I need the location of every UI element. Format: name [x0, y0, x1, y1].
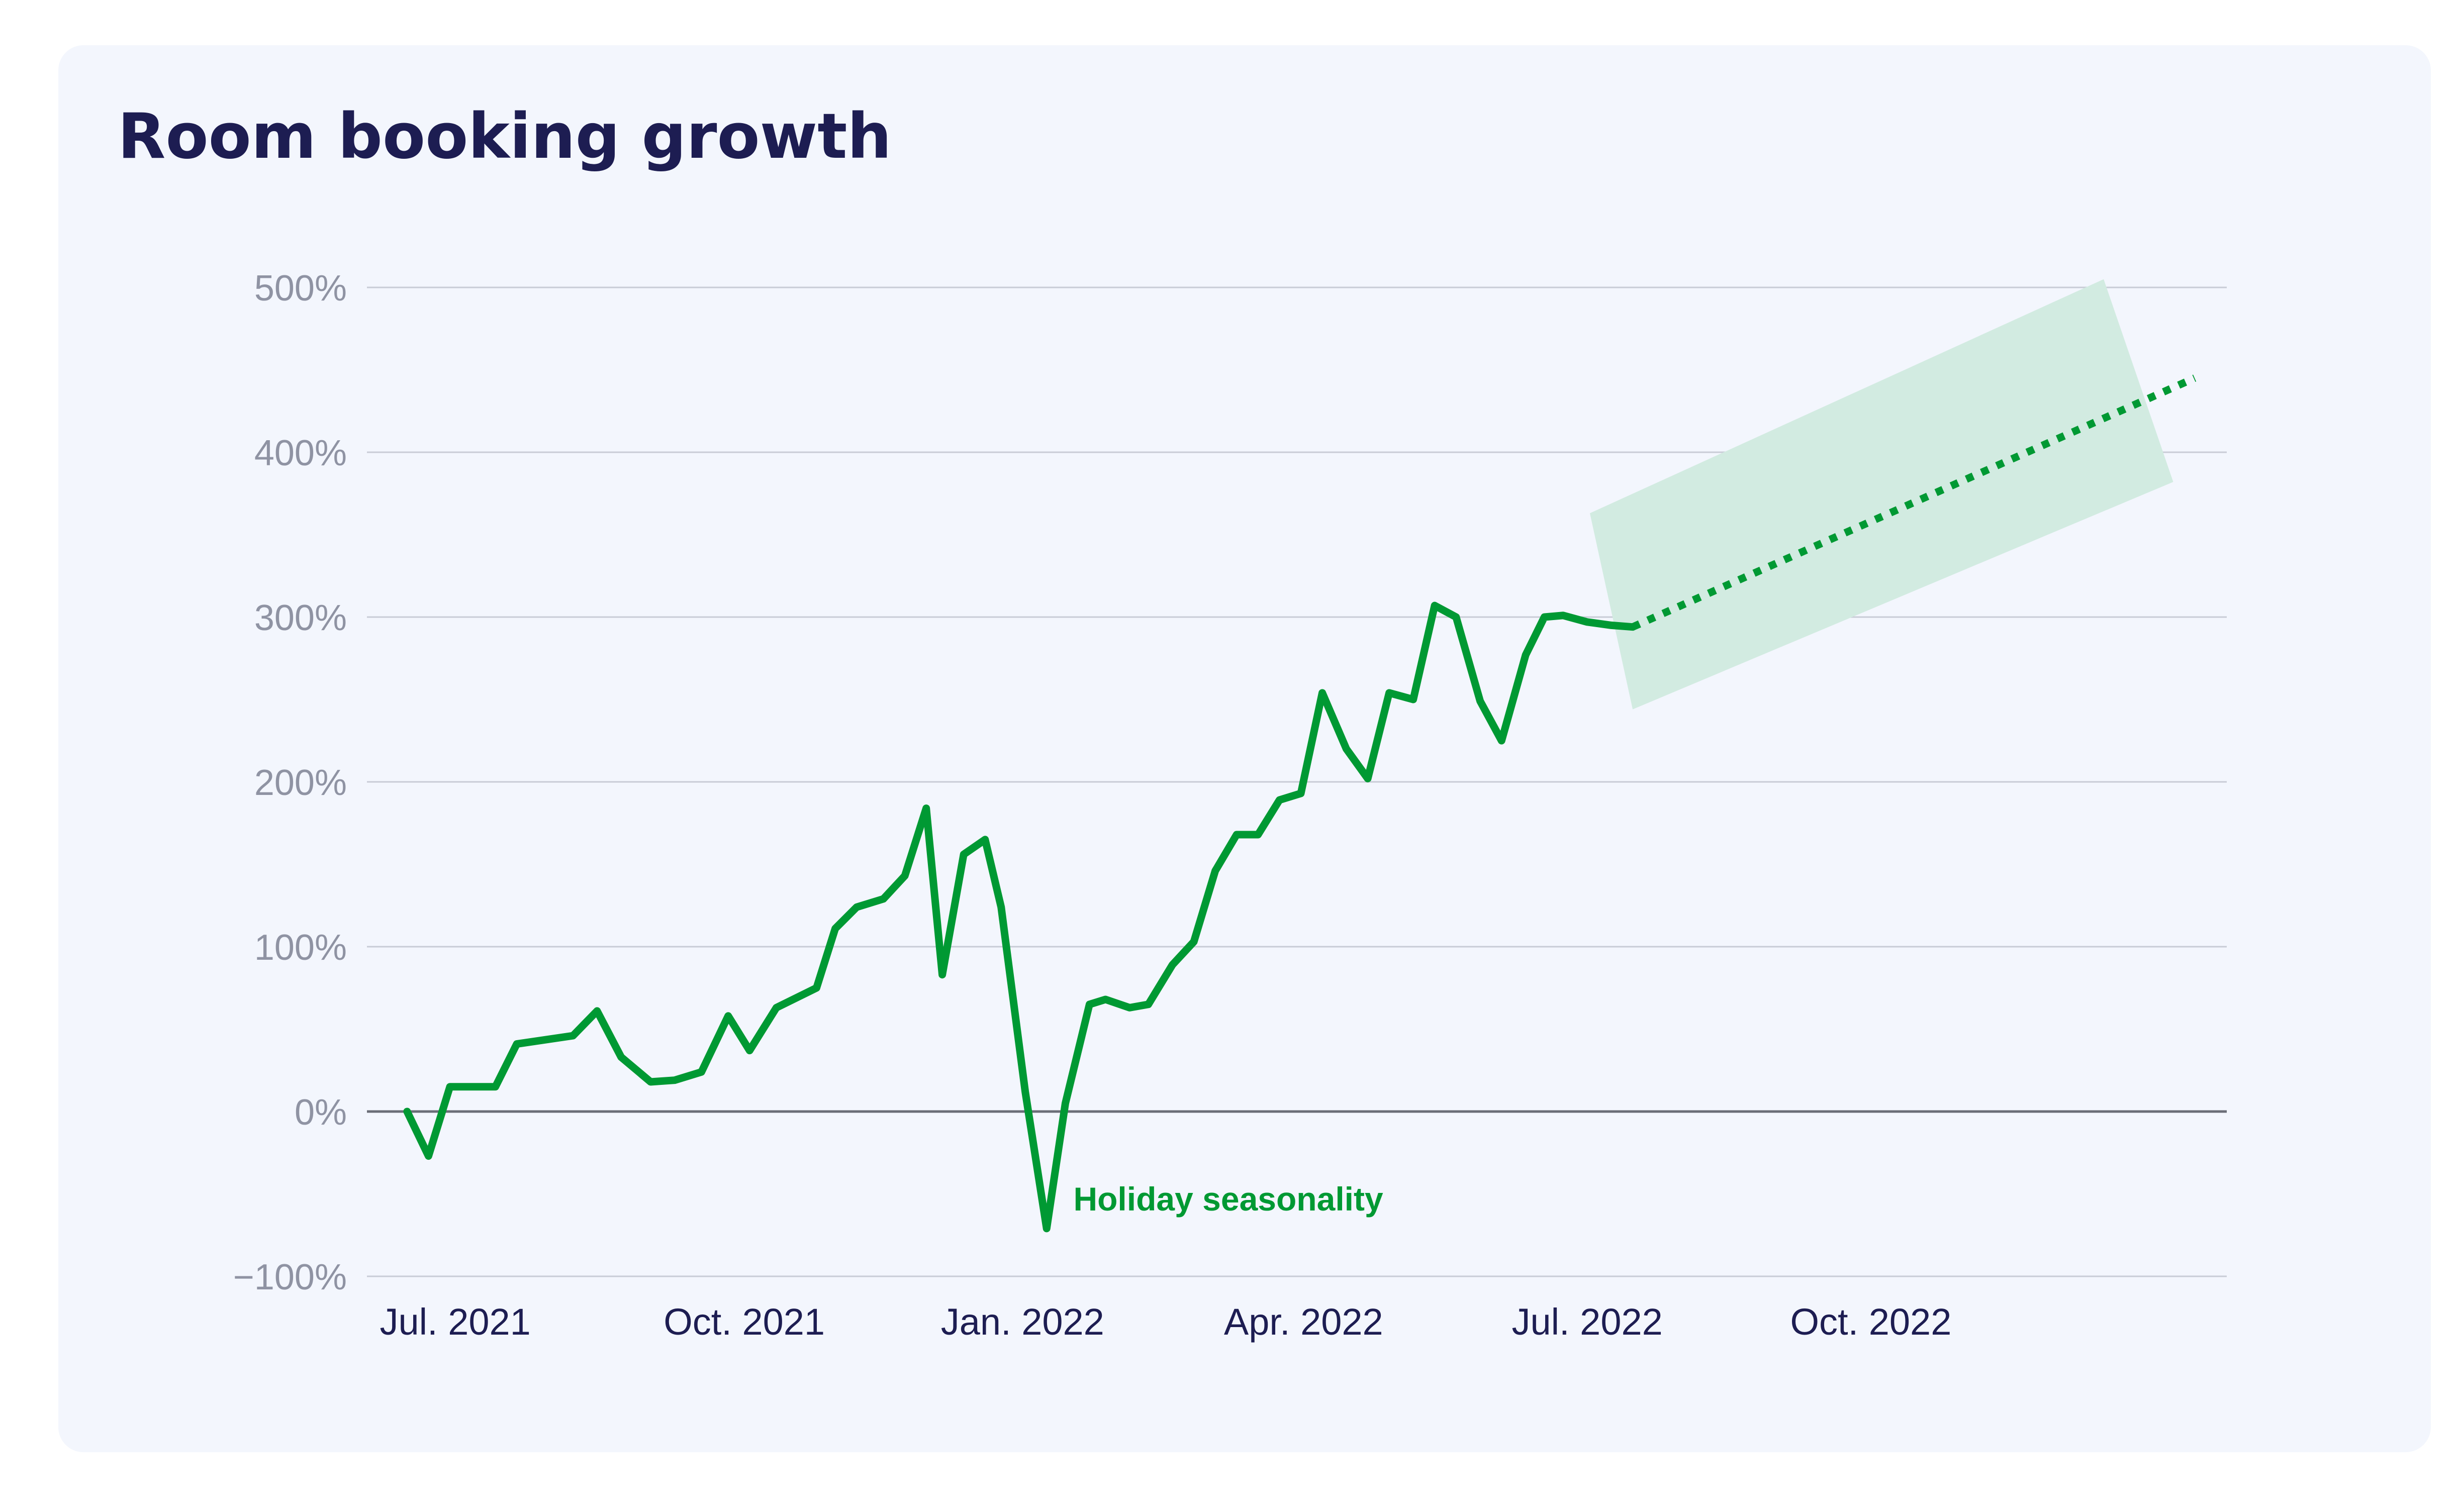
annotation-holiday-seasonality: Holiday seasonality [1073, 1180, 1383, 1218]
y-tick-label: 0% [295, 1092, 347, 1133]
y-tick-label: 100% [254, 928, 347, 968]
chart-card [58, 45, 2431, 1452]
x-tick-label: Jan. 2022 [941, 1301, 1104, 1343]
x-tick-label: Oct. 2022 [1790, 1301, 1952, 1343]
x-tick-label: Oct. 2021 [664, 1301, 825, 1343]
y-axis: −100% 0% 100% 200% 300% 400% 500% [233, 268, 347, 1297]
chart-title: Room booking growth [118, 100, 892, 173]
forecast-band-group [1589, 279, 2173, 710]
y-tick-label: 200% [254, 763, 347, 803]
x-tick-label: Jul. 2021 [380, 1301, 531, 1343]
forecast-band [1589, 279, 2173, 710]
y-tick-label: 300% [254, 598, 347, 638]
x-tick-label: Apr. 2022 [1224, 1301, 1383, 1343]
series-line [403, 601, 1637, 1233]
x-axis: Jul. 2021 Oct. 2021 Jan. 2022 Apr. 2022 Jul.… [380, 1301, 1952, 1343]
annotations: Holiday seasonality [1073, 1180, 1383, 1218]
series-group [403, 374, 2197, 1233]
y-tick-label: 500% [254, 268, 347, 309]
x-tick-label: Jul. 2022 [1511, 1301, 1662, 1343]
y-tick-label: 400% [254, 433, 347, 473]
forecast-line [1631, 374, 2197, 631]
y-tick-label: −100% [233, 1257, 347, 1297]
